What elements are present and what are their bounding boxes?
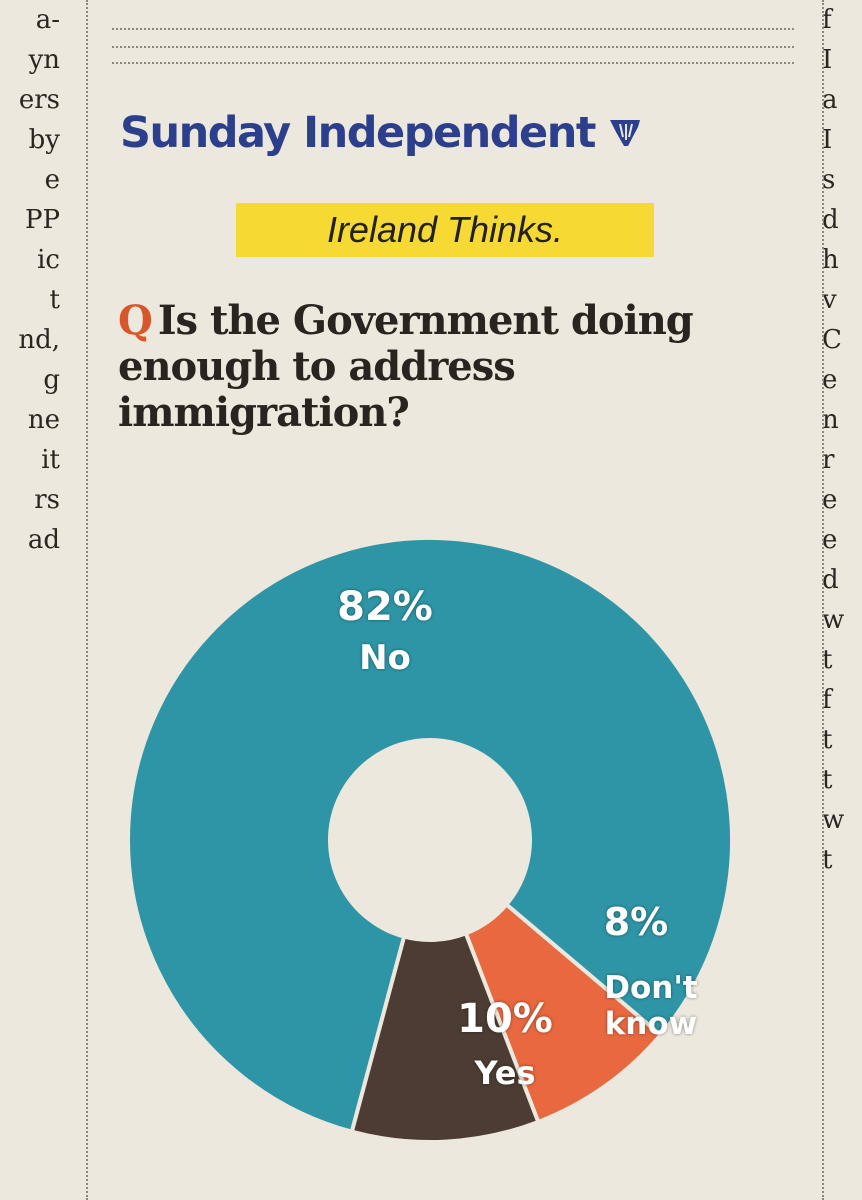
right-column-rule xyxy=(822,0,824,1200)
value-label-no: 82% xyxy=(337,584,433,630)
category-label-dont-know: Don't know xyxy=(576,970,726,1042)
column-text-fragment: h xyxy=(822,245,839,275)
column-text-fragment: a xyxy=(822,85,838,115)
category-label-yes: Yes xyxy=(474,1054,536,1092)
column-text-fragment: v xyxy=(822,285,837,315)
column-text-fragment: t xyxy=(822,845,833,875)
column-text-fragment: s xyxy=(822,165,836,195)
column-text-fragment: PP xyxy=(25,205,60,235)
donut-chart-svg xyxy=(126,536,734,1144)
value-label-dont-know: 8% xyxy=(603,900,669,944)
category-label-dont-know-line-1: Don't xyxy=(604,970,698,1006)
column-text-fragment: e xyxy=(44,165,60,195)
column-text-fragment: n xyxy=(822,405,839,435)
column-text-fragment: ers xyxy=(18,85,60,115)
column-text-fragment: w xyxy=(822,605,845,635)
category-label-no: No xyxy=(359,638,411,678)
question-text: Is the Government doing enough to addres… xyxy=(118,297,694,436)
column-text-fragment: t xyxy=(49,285,60,315)
column-text-fragment: by xyxy=(28,125,60,155)
column-text-fragment: r xyxy=(822,445,835,475)
value-label-yes: 10% xyxy=(457,996,553,1042)
column-text-fragment: e xyxy=(822,525,838,555)
left-column-text: a-yn ers by e PP ic t nd, g ne it rs ad xyxy=(0,0,60,560)
category-label-dont-know-line-2: know xyxy=(604,1006,698,1042)
column-text-fragment: t xyxy=(822,645,833,675)
column-text-fragment: e xyxy=(822,485,838,515)
column-text-fragment: nd, xyxy=(18,325,60,355)
column-text-fragment: f xyxy=(822,5,832,35)
masthead-title: Sunday Independent xyxy=(120,108,596,158)
column-text-fragment: ne xyxy=(27,405,60,435)
top-dotted-rule xyxy=(112,46,794,48)
top-dotted-rule xyxy=(112,28,794,30)
column-text-fragment: ad xyxy=(27,525,60,555)
column-text-fragment: e xyxy=(822,365,838,395)
column-text-fragment: I xyxy=(822,125,833,155)
column-text-fragment: yn xyxy=(28,45,60,75)
column-text-fragment: rs xyxy=(34,485,60,515)
column-text-fragment: a- xyxy=(35,5,60,35)
masthead: Sunday Independent xyxy=(120,108,770,158)
column-text-fragment: I xyxy=(822,45,833,75)
column-text-fragment: t xyxy=(822,725,833,755)
tagline-text: Ireland Thinks. xyxy=(326,209,564,250)
column-text-fragment: g xyxy=(43,365,60,395)
column-text-fragment: t xyxy=(822,765,833,795)
harp-icon xyxy=(609,120,640,146)
column-text-fragment: C xyxy=(822,325,842,355)
donut-hole xyxy=(330,740,530,940)
left-column-rule xyxy=(86,0,88,1200)
column-text-fragment: w xyxy=(822,805,845,835)
column-text-fragment: d xyxy=(822,205,839,235)
column-text-fragment: ic xyxy=(37,245,60,275)
question-marker: Q xyxy=(118,297,153,344)
column-text-fragment: d xyxy=(822,565,839,595)
donut-chart: 82% No 8% Don't know 10% Yes xyxy=(110,520,750,1160)
poll-question: Q Is the Government doing enough to addre… xyxy=(118,298,758,436)
tagline-banner: Ireland Thinks. xyxy=(236,203,654,257)
column-text-fragment: f xyxy=(822,685,832,715)
column-text-fragment: it xyxy=(41,445,60,475)
top-dotted-rule xyxy=(112,62,794,64)
